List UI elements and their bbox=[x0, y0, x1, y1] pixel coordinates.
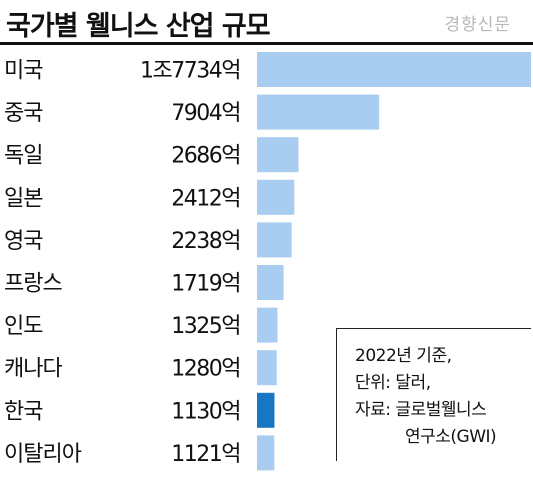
value-label: 1조7734억 bbox=[140, 59, 240, 84]
bar-9 bbox=[257, 392, 275, 428]
bar-3 bbox=[257, 137, 299, 173]
bar-10 bbox=[257, 435, 275, 471]
category-label: 프랑스 bbox=[4, 272, 62, 297]
value-label: 1719억 bbox=[171, 272, 240, 297]
category-label: 캐나다 bbox=[4, 357, 62, 382]
bar-8 bbox=[257, 350, 277, 386]
value-label: 1280억 bbox=[171, 357, 240, 382]
bar-4 bbox=[257, 179, 295, 215]
value-label: 2238억 bbox=[171, 229, 240, 254]
bar-7 bbox=[257, 307, 278, 343]
bar-6 bbox=[257, 265, 284, 300]
category-label: 이탈리아 bbox=[4, 442, 82, 467]
value-label: 1325억 bbox=[171, 314, 240, 339]
title-rule bbox=[0, 42, 533, 45]
category-label: 독일 bbox=[4, 144, 42, 169]
value-label: 1121억 bbox=[171, 442, 240, 467]
category-label: 인도 bbox=[4, 314, 43, 339]
note-source: 자료: 글로벌웰니스 bbox=[355, 400, 487, 420]
note-source-cont: 연구소(GWI) bbox=[405, 427, 497, 447]
source-note: 2022년 기준, 단위: 달러, 자료: 글로벌웰니스 연구소(GWI) bbox=[336, 328, 531, 461]
note-basis: 2022년 기준, bbox=[355, 346, 452, 366]
value-label: 2686억 bbox=[171, 144, 240, 169]
bar-1 bbox=[257, 52, 531, 87]
value-label: 7904억 bbox=[171, 101, 240, 126]
chart-title: 국가별 웰니스 산업 규모 bbox=[6, 11, 271, 42]
category-label: 중국 bbox=[4, 101, 43, 126]
value-label: 2412억 bbox=[171, 186, 240, 211]
bar-5 bbox=[257, 222, 292, 258]
publisher-watermark: 경향신문 bbox=[444, 15, 511, 35]
category-label: 미국 bbox=[4, 59, 43, 84]
bar-2 bbox=[257, 94, 380, 130]
category-label: 영국 bbox=[4, 229, 43, 254]
value-label: 1130억 bbox=[171, 399, 240, 424]
category-label: 일본 bbox=[4, 186, 43, 211]
note-unit: 단위: 달러, bbox=[355, 373, 431, 393]
category-label: 한국 bbox=[4, 399, 43, 424]
